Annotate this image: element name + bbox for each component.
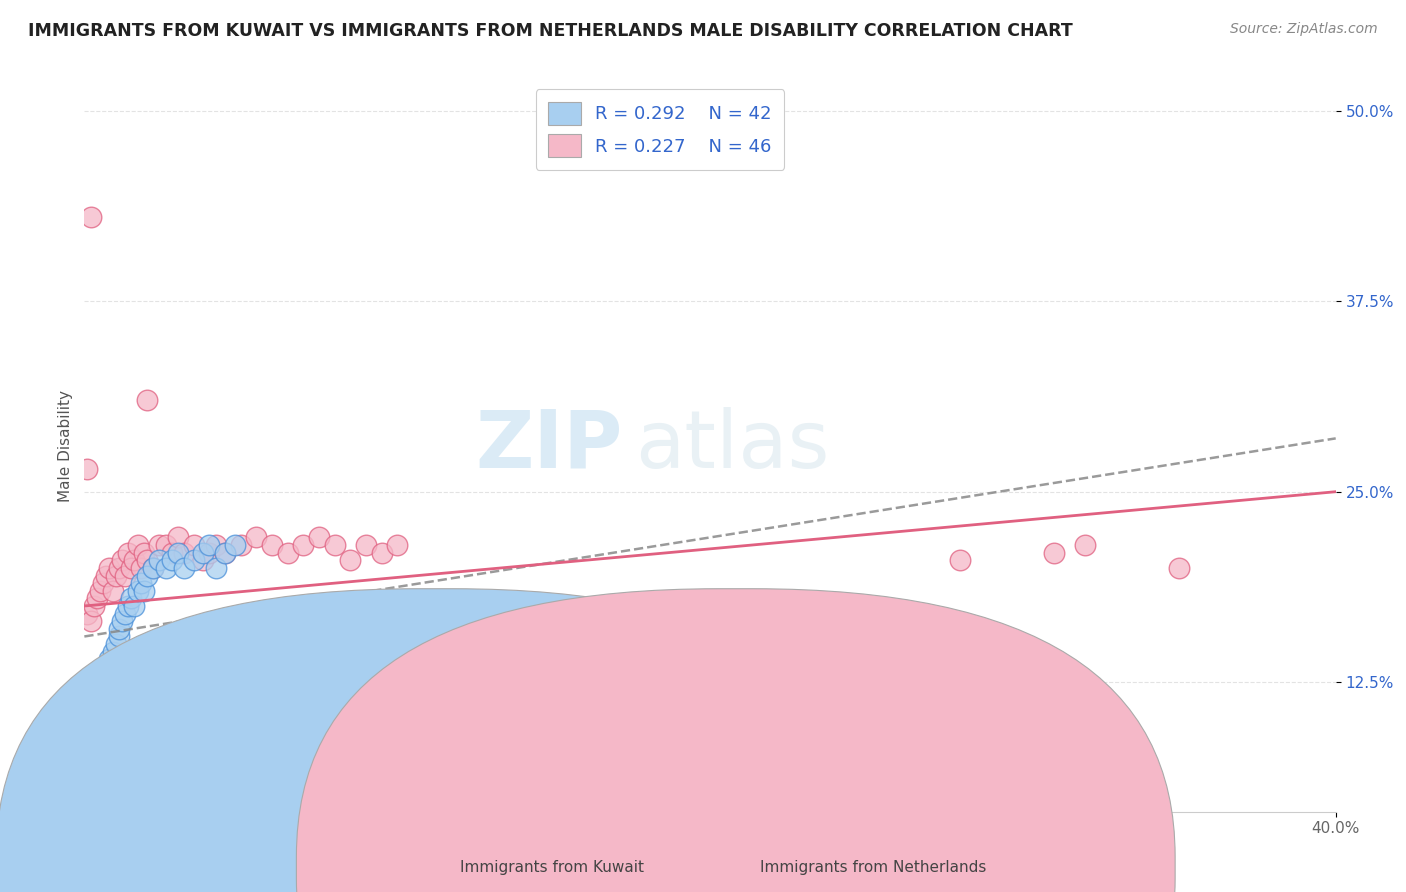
Point bbox=[124, 553, 146, 567]
Point bbox=[79, 781, 101, 796]
Text: Immigrants from Netherlands: Immigrants from Netherlands bbox=[761, 860, 987, 874]
Point bbox=[142, 561, 165, 575]
Point bbox=[101, 645, 124, 659]
Text: Immigrants from Kuwait: Immigrants from Kuwait bbox=[460, 860, 644, 874]
Point bbox=[193, 546, 215, 560]
Point bbox=[1168, 561, 1191, 575]
Point bbox=[98, 652, 121, 666]
Point bbox=[136, 393, 159, 408]
Point bbox=[262, 538, 284, 552]
Point bbox=[129, 576, 152, 591]
Y-axis label: Male Disability: Male Disability bbox=[58, 390, 73, 502]
Point bbox=[117, 546, 139, 560]
Point bbox=[198, 546, 221, 560]
Point bbox=[91, 690, 114, 705]
Point bbox=[132, 583, 155, 598]
Point bbox=[323, 538, 346, 552]
Point bbox=[83, 599, 105, 613]
Point bbox=[104, 568, 127, 582]
Point bbox=[96, 667, 118, 681]
Text: IMMIGRANTS FROM KUWAIT VS IMMIGRANTS FROM NETHERLANDS MALE DISABILITY CORRELATIO: IMMIGRANTS FROM KUWAIT VS IMMIGRANTS FRO… bbox=[28, 22, 1073, 40]
Point bbox=[101, 667, 124, 681]
Point bbox=[155, 538, 177, 552]
Point bbox=[89, 698, 111, 712]
Point bbox=[214, 546, 236, 560]
Point bbox=[111, 614, 134, 628]
Point bbox=[167, 546, 190, 560]
Point bbox=[79, 211, 101, 225]
Point bbox=[245, 530, 267, 544]
Point bbox=[277, 546, 299, 560]
Point bbox=[111, 553, 134, 567]
Point bbox=[104, 637, 127, 651]
Point bbox=[117, 599, 139, 613]
Point bbox=[193, 553, 215, 567]
Point bbox=[385, 538, 409, 552]
Point bbox=[83, 751, 105, 765]
Point bbox=[136, 553, 159, 567]
Point bbox=[370, 546, 392, 560]
Point bbox=[1074, 538, 1097, 552]
Point bbox=[183, 538, 205, 552]
Point bbox=[96, 568, 118, 582]
Point bbox=[76, 462, 98, 476]
Point bbox=[183, 553, 205, 567]
Point bbox=[142, 561, 165, 575]
Point bbox=[89, 714, 111, 728]
Point bbox=[107, 622, 129, 636]
Point bbox=[949, 553, 972, 567]
Point bbox=[292, 538, 315, 552]
Point bbox=[160, 553, 183, 567]
Point bbox=[120, 591, 142, 606]
Point bbox=[204, 538, 226, 552]
Point bbox=[86, 744, 108, 758]
Point bbox=[127, 538, 149, 552]
Point bbox=[107, 630, 129, 644]
Point bbox=[129, 561, 152, 575]
Point bbox=[173, 546, 195, 560]
Point bbox=[155, 561, 177, 575]
Point bbox=[204, 561, 226, 575]
Point bbox=[86, 591, 108, 606]
Point bbox=[127, 583, 149, 598]
Point bbox=[114, 568, 136, 582]
Point bbox=[91, 576, 114, 591]
Point bbox=[132, 546, 155, 560]
Point bbox=[339, 553, 361, 567]
Point bbox=[167, 530, 190, 544]
Point bbox=[91, 682, 114, 697]
Legend: R = 0.292    N = 42, R = 0.227    N = 46: R = 0.292 N = 42, R = 0.227 N = 46 bbox=[536, 89, 785, 170]
Point bbox=[79, 759, 101, 773]
Point bbox=[114, 607, 136, 621]
Point bbox=[76, 607, 98, 621]
Point bbox=[120, 561, 142, 575]
Point bbox=[148, 553, 170, 567]
Point bbox=[160, 546, 183, 560]
Point bbox=[83, 766, 105, 780]
Point bbox=[89, 583, 111, 598]
Point bbox=[229, 538, 252, 552]
Point bbox=[173, 561, 195, 575]
Point bbox=[98, 561, 121, 575]
Point bbox=[96, 675, 118, 690]
Text: atlas: atlas bbox=[636, 407, 830, 485]
Text: ZIP: ZIP bbox=[475, 407, 623, 485]
Point bbox=[86, 729, 108, 743]
Point bbox=[198, 538, 221, 552]
Point bbox=[1043, 546, 1066, 560]
Point bbox=[76, 774, 98, 789]
Point bbox=[107, 561, 129, 575]
Point bbox=[104, 652, 127, 666]
Point bbox=[79, 614, 101, 628]
Point bbox=[136, 568, 159, 582]
Point bbox=[224, 538, 246, 552]
Point bbox=[124, 599, 146, 613]
Point bbox=[98, 660, 121, 674]
Point bbox=[101, 583, 124, 598]
Point bbox=[214, 546, 236, 560]
Point bbox=[148, 538, 170, 552]
Point bbox=[308, 530, 330, 544]
Point bbox=[354, 538, 377, 552]
Text: Source: ZipAtlas.com: Source: ZipAtlas.com bbox=[1230, 22, 1378, 37]
